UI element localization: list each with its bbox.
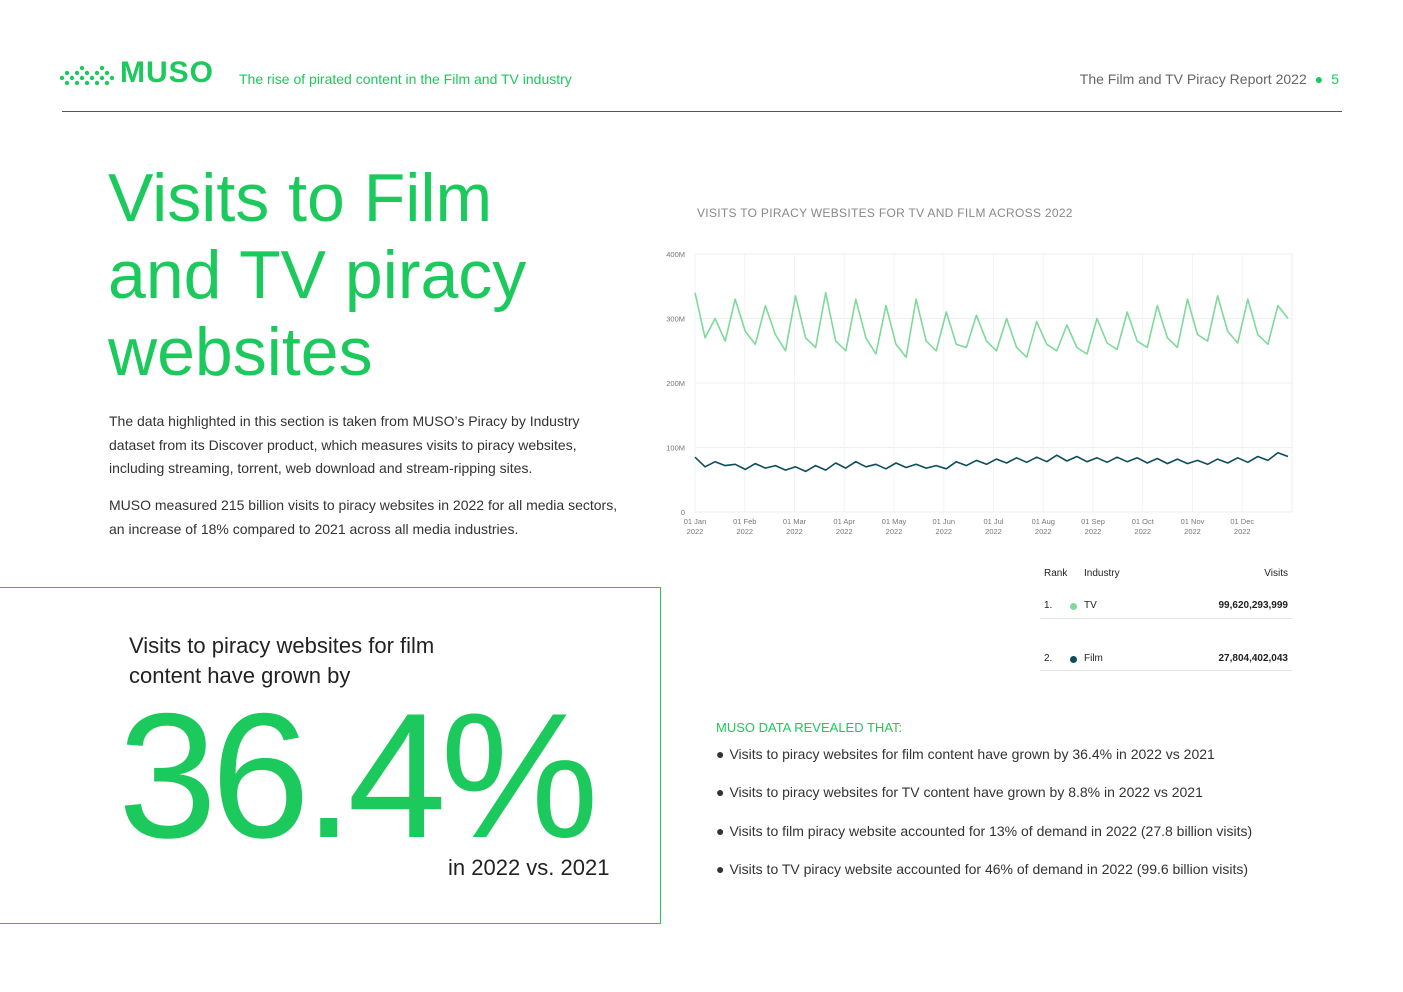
chart-title: VISITS TO PIRACY WEBSITES FOR TV AND FIL… (697, 206, 1073, 220)
x-tick-label: 2022 (1035, 527, 1052, 536)
finding-text: Visits to TV piracy website accounted fo… (729, 860, 1249, 877)
separator-dot-icon: ● (1314, 71, 1324, 87)
finding-text: Visits to piracy websites for film conte… (729, 746, 1215, 762)
stat-value: 36.4% (118, 676, 599, 875)
row-divider (1040, 618, 1292, 619)
x-tick-label: 01 Feb (733, 517, 756, 526)
header-subtitle: The rise of pirated content in the Film … (239, 71, 572, 87)
stat-footnote: in 2022 vs. 2021 (448, 855, 610, 880)
x-tick-label: 01 Nov (1181, 517, 1205, 526)
page-title: Visits to Film and TV piracy websites (108, 160, 527, 390)
x-tick-label: 2022 (985, 527, 1002, 536)
x-tick-label: 01 Jul (983, 517, 1003, 526)
finding-text: Visits to film piracy website accounted … (729, 822, 1253, 839)
x-tick-label: 01 Jun (932, 517, 955, 526)
row-rank: 1. (1044, 600, 1053, 611)
finding-item: ● Visits to piracy websites for TV conten… (716, 784, 1252, 822)
x-tick-label: 2022 (836, 527, 853, 536)
row-industry: Film (1084, 653, 1103, 664)
header-visits: Visits (1264, 568, 1288, 579)
table-header-row: Rank Industry Visits (1040, 568, 1292, 588)
y-tick-label: 100M (666, 444, 685, 453)
x-tick-label: 01 Sep (1081, 517, 1105, 526)
x-tick-label: 2022 (1184, 527, 1201, 536)
table-row: 1. TV 99,620,293,999 (1040, 600, 1292, 620)
header-rank: Rank (1044, 568, 1068, 579)
film-legend-dot-icon (1070, 656, 1077, 663)
intro-paragraph-1: The data highlighted in this section is … (109, 413, 580, 476)
report-title: The Film and TV Piracy Report 2022 (1079, 71, 1307, 87)
findings-list: ● Visits to piracy websites for film cont… (716, 746, 1252, 899)
finding-item: ● Visits to film piracy website accounted… (716, 823, 1252, 861)
x-tick-label: 2022 (1085, 527, 1102, 536)
x-tick-label: 01 Oct (1132, 517, 1155, 526)
x-tick-label: 01 Mar (783, 517, 807, 526)
bullet-icon: ● (716, 860, 725, 877)
header-report-info: The Film and TV Piracy Report 2022 ● 5 (1080, 71, 1339, 87)
finding-text: Visits to piracy websites for TV content… (729, 784, 1203, 801)
x-tick-label: 01 Jan (684, 517, 707, 526)
page-number: 5 (1331, 71, 1339, 87)
bullet-icon: ● (716, 822, 725, 839)
table-row: 2. Film 27,804,402,043 (1040, 653, 1292, 673)
tv-series-line (694, 291, 1289, 358)
x-tick-label: 01 Apr (833, 517, 855, 526)
x-tick-label: 2022 (1234, 527, 1251, 536)
findings-title: MUSO DATA REVEALED THAT: (716, 720, 903, 735)
stat-lead-text: Visits to piracy websites for film conte… (129, 633, 435, 688)
x-tick-label: 2022 (1134, 527, 1151, 536)
x-tick-label: 2022 (786, 527, 803, 536)
header-divider (62, 111, 1342, 112)
header-industry: Industry (1084, 568, 1120, 579)
stat-callout-box (0, 587, 661, 924)
logo-text: MUSO (120, 56, 214, 89)
x-tick-label: 01 Dec (1230, 517, 1254, 526)
tv-legend-dot-icon (1070, 603, 1077, 610)
bullet-icon: ● (716, 784, 725, 801)
finding-item: ● Visits to piracy websites for film cont… (716, 746, 1252, 784)
x-tick-label: 01 Aug (1032, 517, 1055, 526)
x-tick-label: 2022 (935, 527, 952, 536)
bullet-icon: ● (716, 746, 725, 762)
y-tick-label: 0 (681, 508, 685, 517)
film-series-line (694, 451, 1289, 473)
y-tick-label: 300M (666, 315, 685, 324)
row-divider (1040, 670, 1292, 671)
row-visits: 27,804,402,043 (1218, 653, 1288, 664)
y-tick-label: 400M (666, 250, 685, 259)
x-tick-label: 2022 (886, 527, 903, 536)
muso-logo: MUSO (58, 56, 218, 90)
y-tick-label: 200M (666, 379, 685, 388)
intro-paragraph-2: MUSO measured 215 billion visits to pira… (109, 497, 618, 537)
finding-item: ● Visits to TV piracy website accounted f… (716, 861, 1252, 899)
row-industry: TV (1084, 600, 1097, 611)
row-visits: 99,620,293,999 (1218, 600, 1288, 611)
x-tick-label: 2022 (736, 527, 753, 536)
x-tick-label: 01 May (882, 517, 907, 526)
x-tick-label: 2022 (687, 527, 704, 536)
row-rank: 2. (1044, 653, 1053, 664)
logo-dots-icon (59, 65, 114, 86)
